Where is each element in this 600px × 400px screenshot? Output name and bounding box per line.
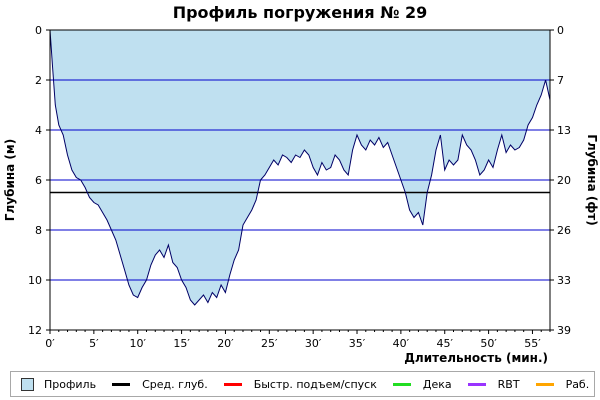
x-tick-label: 20′ <box>217 337 234 350</box>
y-tick-label-left: 10 <box>28 274 42 287</box>
x-tick-label: 50′ <box>480 337 497 350</box>
y-tick-label-right: 0 <box>557 24 564 37</box>
y-tick-label-left: 2 <box>35 74 42 87</box>
x-tick-label: 0′ <box>45 337 55 350</box>
y-tick-label-right: 26 <box>557 224 571 237</box>
legend-item: Раб. <box>535 377 598 391</box>
legend-item: RBT <box>467 377 528 391</box>
legend-label: Раб. <box>565 377 590 391</box>
x-tick-label: 30′ <box>305 337 322 350</box>
x-tick-label: 40′ <box>393 337 410 350</box>
legend-swatch <box>467 382 486 386</box>
legend-item: Дека <box>392 377 460 391</box>
y-tick-label-left: 4 <box>35 124 42 137</box>
x-axis-label: Длительность (мин.) <box>404 351 548 365</box>
y-tick-label-left: 12 <box>28 324 42 337</box>
legend-swatch <box>112 382 131 386</box>
legend-label: Профиль <box>44 377 97 391</box>
legend-swatch <box>535 382 554 386</box>
chart-legend: Профиль Сред. глуб. Быстр. подъем/спуск Дек… <box>10 371 595 397</box>
legend-swatch <box>392 382 411 386</box>
legend-item: Профиль <box>21 377 104 391</box>
y-tick-label-left: 6 <box>35 174 42 187</box>
y-tick-label-right: 20 <box>557 174 571 187</box>
legend-swatch <box>21 377 34 391</box>
x-tick-label: 10′ <box>129 337 146 350</box>
x-tick-label: 15′ <box>173 337 190 350</box>
y-axis-label-right: Глубина (фт) <box>585 134 599 225</box>
profile-line <box>49 29 551 306</box>
legend-label: Быстр. подъем/спуск <box>253 377 377 391</box>
legend-swatch <box>223 382 242 386</box>
x-tick-label: 35′ <box>349 337 366 350</box>
legend-label: Сред. глуб. <box>142 377 208 391</box>
y-tick-label-left: 8 <box>35 224 42 237</box>
plot-area: 0 2 4 6 8 10 12 0 7 13 20 26 33 39 0′ 5′ 10′ 15′ 20′ 25′ 30′… <box>28 24 571 350</box>
y-tick-label-right: 33 <box>557 274 571 287</box>
legend-label: Дека <box>422 377 452 391</box>
profile-area <box>50 30 550 305</box>
y-tick-label-right: 13 <box>557 124 571 137</box>
x-tick-label: 55′ <box>524 337 541 350</box>
y-tick-label-right: 39 <box>557 324 571 337</box>
y-tick-label-right: 7 <box>557 74 564 87</box>
y-tick-label-left: 0 <box>35 24 42 37</box>
legend-label: RBT <box>497 377 520 391</box>
x-tick-label: 45′ <box>436 337 453 350</box>
y-axis-label-left: Глубина (м) <box>3 139 17 221</box>
legend-item: Сред. глуб. <box>112 378 216 391</box>
chart-title: Профиль погружения № 29 <box>172 3 428 22</box>
x-tick-label: 25′ <box>261 337 278 350</box>
x-tick-label: 5′ <box>89 337 99 350</box>
legend-item: Быстр. подъем/спуск <box>223 377 385 391</box>
